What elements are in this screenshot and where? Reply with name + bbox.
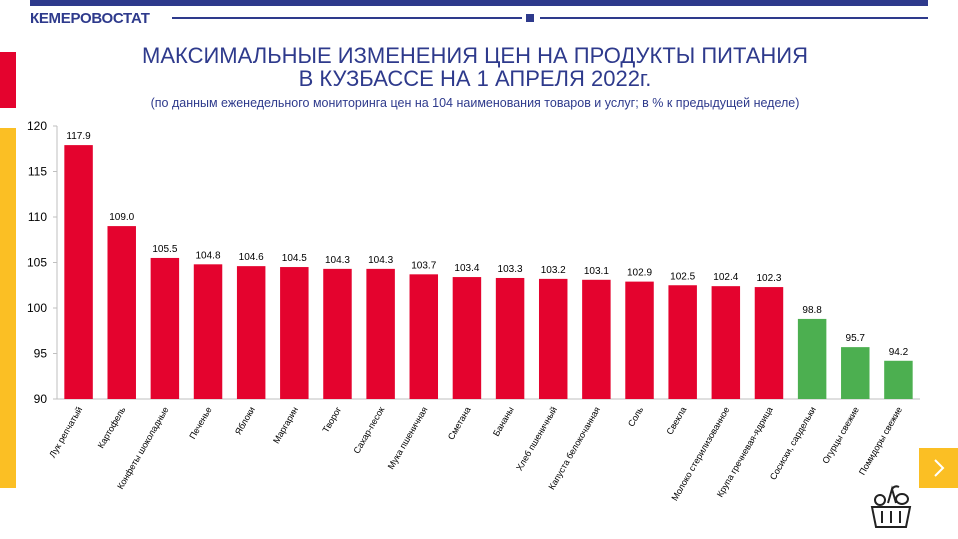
category-label: Лук репчатый [47,405,84,459]
category-label: Хлеб пшеничный [514,405,559,472]
bar [64,145,93,399]
bar [107,226,136,399]
bar [366,268,395,399]
bar [280,267,309,399]
data-label: 104.5 [282,253,307,264]
bar [323,268,352,399]
data-label: 103.1 [584,266,609,277]
bar [884,360,913,399]
logo: КЕМЕРОВОСТАТ [30,10,150,27]
header-divider-right [540,17,928,19]
bar [538,278,568,399]
category-label: Мука пшеничная [386,405,430,471]
bar [409,274,439,399]
accent-bar-red [0,52,16,108]
page-title-line-1: МАКСИМАЛЬНЫЕ ИЗМЕНЕНИЯ ЦЕН НА ПРОДУКТЫ П… [142,43,808,68]
header-divider [172,17,522,19]
data-label: 102.4 [713,272,738,283]
data-label: 102.3 [756,273,781,284]
data-label: 98.8 [802,305,822,316]
data-label: 104.8 [196,250,221,261]
data-label: 95.7 [846,333,866,344]
data-label: 103.2 [541,265,566,276]
category-label: Бананы [491,405,516,438]
page-subtitle: (по данным еженедельного мониторинга цен… [150,96,800,110]
accent-bar-yellow [0,128,16,488]
bar [625,281,654,399]
category-label: Соль [626,405,645,429]
data-label: 102.5 [670,271,695,282]
header-divider-marker [526,14,534,22]
category-label: Сметана [446,405,473,442]
y-tick-label: 100 [27,301,47,315]
bar [193,264,223,399]
top-bar [30,0,928,6]
data-label: 104.6 [239,252,264,263]
category-label: Помидоры свежие [857,405,904,477]
data-label: 105.5 [152,244,177,255]
category-label: Сахар-песок [351,405,386,455]
category-label: Капуста белокочанная [546,405,602,492]
bar [841,347,870,399]
bar [797,318,827,399]
y-tick-label: 95 [34,347,48,361]
y-tick-label: 120 [27,119,47,133]
bar [668,285,697,399]
y-tick-label: 115 [28,165,47,179]
food-basket-icon [870,485,912,528]
chevron-right-icon [933,459,944,477]
category-label: Конфеты шоколадные [115,405,170,491]
bar [452,277,482,399]
y-tick-label: 105 [27,256,47,270]
page-title: МАКСИМАЛЬНЫЕ ИЗМЕНЕНИЯ ЦЕН НА ПРОДУКТЫ П… [60,44,890,90]
y-tick-label: 110 [28,210,47,224]
category-label: Яблоки [233,405,257,436]
bar [495,277,525,399]
category-label: Свекла [665,405,689,436]
data-label: 104.3 [325,255,350,266]
data-label: 103.7 [411,260,436,271]
data-label: 117.9 [66,131,91,142]
bar [236,266,266,399]
data-label: 103.3 [498,264,523,275]
bar [711,286,741,399]
bar [754,287,784,399]
data-label: 94.2 [889,347,909,358]
bar [582,279,611,399]
page-title-line-2: В КУЗБАССЕ НА 1 АПРЕЛЯ 2022г. [298,66,652,91]
data-label: 104.3 [368,255,393,266]
next-slide-button[interactable] [919,448,958,488]
data-label: 109.0 [109,212,134,223]
y-tick-label: 90 [34,392,48,406]
data-label: 103.4 [454,263,479,274]
bar-chart: 90 95 100 105 110 115 120 117.9 Лук репчатый 109.… [27,119,920,503]
data-label: 102.9 [627,268,652,279]
category-label: Картофель [96,405,128,450]
bar [150,257,180,399]
category-label: Огурцы свежие [820,405,861,465]
category-label: Маргарин [271,405,300,445]
category-label: Сосиски, сардельки [768,405,818,482]
category-label: Творог [320,404,343,434]
category-label: Печенье [187,405,213,441]
